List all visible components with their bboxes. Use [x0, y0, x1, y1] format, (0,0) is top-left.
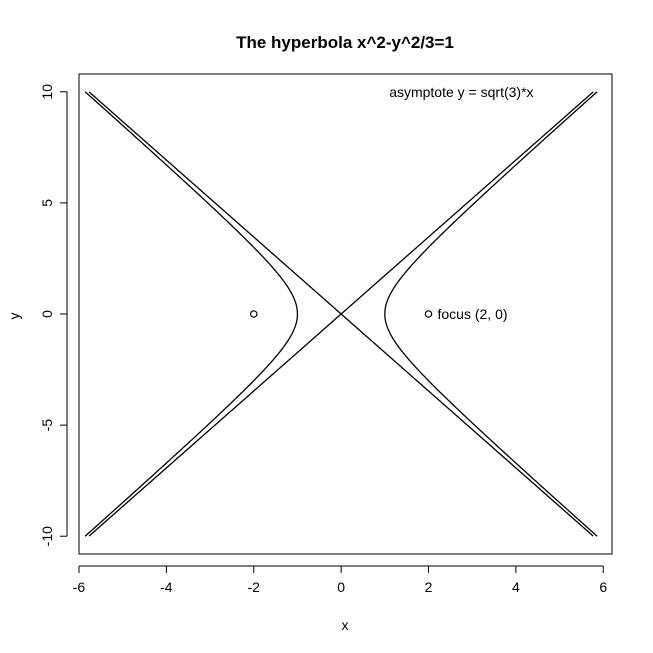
y-tick-label: 0	[39, 310, 55, 318]
hyperbola-right-branch	[384, 91, 598, 537]
x-tick-label: 4	[512, 579, 520, 595]
y-axis-label: y	[6, 313, 22, 320]
y-tick-label: 10	[39, 84, 55, 100]
focus-point-2	[424, 310, 433, 318]
y-tick-label: 5	[39, 199, 55, 207]
y-axis: -10 -5 0 5 10	[39, 84, 68, 546]
asymptote-line-2	[88, 91, 594, 537]
x-axis-label: x	[342, 617, 349, 633]
plot-content: focus (2, 0) asymptote y = sqrt(3)*x	[84, 84, 598, 537]
x-tick-label: 2	[425, 579, 433, 595]
focus-label: focus (2, 0)	[438, 306, 508, 322]
x-axis: -6 -4 -2 0 2 4 6	[73, 565, 607, 595]
x-tick-label: -2	[248, 579, 261, 595]
y-tick-label: -5	[39, 419, 55, 432]
asymptote-annotation: asymptote y = sqrt(3)*x	[389, 84, 533, 100]
focus-point-1	[249, 310, 258, 318]
x-tick-label: 0	[337, 579, 345, 595]
x-tick-label: 6	[599, 579, 607, 595]
x-tick-label: -6	[73, 579, 86, 595]
hyperbola-left-branch	[84, 91, 299, 537]
x-tick-label: -4	[160, 579, 173, 595]
chart-title: The hyperbola x^2-y^2/3=1	[236, 33, 454, 52]
plot-frame	[78, 73, 613, 555]
y-tick-label: -10	[39, 526, 55, 546]
